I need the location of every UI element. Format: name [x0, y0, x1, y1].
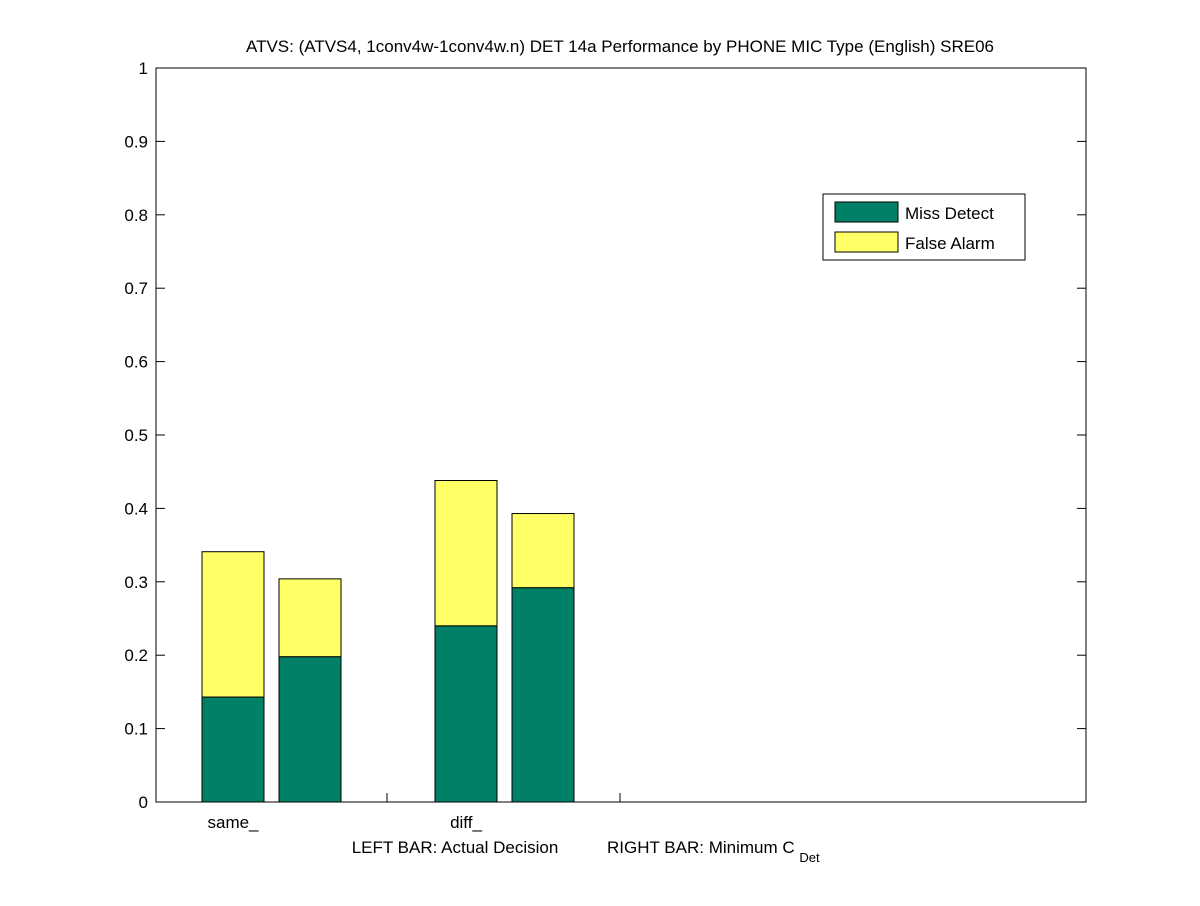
y-tick-label: 0.9: [124, 132, 148, 151]
legend: Miss Detect False Alarm: [822, 193, 1026, 261]
y-tick-label: 1: [139, 59, 148, 78]
x-tick-label: same_: [207, 813, 259, 832]
y-tick-label: 0.8: [124, 206, 148, 225]
y-tick-label: 0.5: [124, 426, 148, 445]
bar-miss-detect: [278, 656, 342, 803]
x-axis-label-right-subscript: Det: [799, 850, 820, 865]
x-tick-label: diff_: [450, 813, 482, 832]
bar-false-alarm: [511, 513, 575, 589]
bar-miss-detect: [201, 696, 265, 803]
legend-swatch-miss-detect: [834, 201, 899, 223]
x-axis: same_ diff_: [207, 793, 621, 832]
chart-title: ATVS: (ATVS4, 1conv4w-1conv4w.n) DET 14a…: [246, 37, 994, 56]
legend-label-false-alarm: False Alarm: [905, 234, 995, 253]
bars-layer: [201, 480, 575, 803]
y-tick-label: 0.2: [124, 646, 148, 665]
x-axis-label-left: LEFT BAR: Actual Decision: [352, 838, 559, 857]
x-axis-label-right: RIGHT BAR: Minimum C Det: [607, 838, 820, 865]
bar-false-alarm: [434, 480, 498, 627]
y-tick-label: 0: [139, 793, 148, 812]
y-tick-label: 0.6: [124, 353, 148, 372]
bar-miss-detect: [511, 587, 575, 803]
x-axis-label-right-main: RIGHT BAR: Minimum C: [607, 838, 795, 857]
y-axis: 0 0.1 0.2 0.3 0.4 0.5 0.6 0.7 0.8 0.9 1: [124, 59, 1086, 812]
y-tick-label: 0.3: [124, 573, 148, 592]
bar-false-alarm: [201, 551, 265, 698]
legend-label-miss-detect: Miss Detect: [905, 204, 994, 223]
y-tick-label: 0.1: [124, 720, 148, 739]
y-tick-label: 0.4: [124, 499, 148, 518]
bar-false-alarm: [278, 578, 342, 658]
y-tick-label: 0.7: [124, 279, 148, 298]
bar-miss-detect: [434, 625, 498, 803]
legend-swatch-false-alarm: [834, 231, 899, 253]
